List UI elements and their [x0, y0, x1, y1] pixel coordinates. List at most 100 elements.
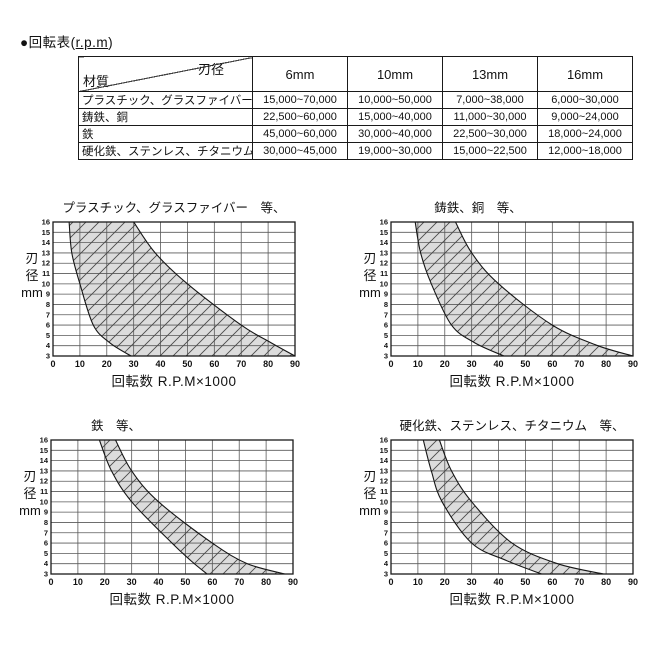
ylabel-line: 刃 — [363, 251, 377, 266]
x-tick-label: 50 — [520, 359, 530, 369]
plot-border — [50, 439, 294, 575]
x-tick-label: 80 — [601, 577, 611, 587]
x-tick-label: 30 — [127, 577, 137, 587]
x-axis-label: 回転数 R.P.M×1000 — [109, 592, 235, 607]
x-tick-label: 30 — [129, 359, 139, 369]
y-tick-label: 5 — [46, 331, 50, 340]
band-max-edge — [455, 222, 633, 356]
x-tick-label: 60 — [209, 359, 219, 369]
x-tick-label: 10 — [73, 577, 83, 587]
y-tick-label: 10 — [380, 279, 388, 288]
x-axis-label: 回転数 R.P.M×1000 — [449, 592, 575, 607]
x-tick-label: 90 — [628, 577, 638, 587]
page-title-suffix: ) — [108, 35, 114, 50]
y-tick-label: 9 — [384, 290, 388, 299]
x-tick-label: 90 — [290, 359, 300, 369]
rpm-range-cell: 22,500~30,000 — [442, 125, 538, 143]
y-tick-label: 4 — [384, 341, 389, 350]
rpm-range-cell: 9,000~24,000 — [537, 108, 633, 126]
ylabel-line: 径 — [25, 268, 39, 283]
y-tick-label: 16 — [40, 436, 48, 445]
y-tick-label: 16 — [42, 218, 50, 227]
y-tick-label: 14 — [42, 238, 51, 247]
y-tick-label: 15 — [380, 446, 388, 455]
y-axis-label: 刃 径 mm — [356, 250, 384, 301]
ylabel-line: 刃 — [363, 469, 377, 484]
speed-band-hatch — [414, 222, 633, 356]
y-tick-label: 9 — [384, 508, 388, 517]
y-tick-label: 6 — [384, 539, 388, 548]
chart-plastic-glassfiber: プラスチック、グラスファイバー 等、 刃 径 mm 3 4 5 6 7 8 9 10 11 12 1… — [8, 196, 328, 402]
x-tick-label: 70 — [236, 359, 246, 369]
rpm-range-cell: 12,000~18,000 — [537, 142, 633, 160]
rpm-range-cell: 11,000~30,000 — [442, 108, 538, 126]
material-cell: 鋳鉄、銅 — [78, 108, 253, 126]
y-axis-label: 刃 径 mm — [18, 250, 46, 301]
x-tick-label: 60 — [207, 577, 217, 587]
y-tick-label: 15 — [380, 228, 388, 237]
y-tick-label: 14 — [380, 238, 389, 247]
chart-castiron-copper: 鋳鉄、銅 等、 刃 径 mm 3 4 5 6 7 8 9 10 11 12 13 14 15 16 0 10 2… — [346, 196, 650, 402]
x-tick-label: 80 — [601, 359, 611, 369]
y-tick-label: 3 — [384, 352, 388, 361]
y-tick-label: 3 — [384, 570, 388, 579]
x-tick-label: 40 — [154, 577, 164, 587]
chart-title: プラスチック、グラスファイバー 等、 — [62, 201, 286, 215]
x-tick-label: 30 — [467, 577, 477, 587]
y-tick-label: 12 — [40, 477, 48, 486]
y-tick-label: 11 — [380, 487, 388, 496]
y-tick-label: 7 — [46, 310, 50, 319]
x-tick-label: 0 — [388, 577, 393, 587]
rpm-range-cell: 45,000~60,000 — [252, 125, 348, 143]
x-tick-label: 80 — [263, 359, 273, 369]
chart-iron: 鉄 等、 刃 径 mm 3 4 5 6 7 8 9 10 11 12 13 14 15 16 0 10 20 30… — [6, 414, 326, 620]
x-tick-label: 20 — [102, 359, 112, 369]
rpm-range-cell: 30,000~45,000 — [252, 142, 348, 160]
band-max-edge — [438, 440, 604, 574]
speed-band-hatch — [422, 440, 604, 574]
page-title: ●回転表(r.p.m) — [20, 31, 113, 51]
y-tick-label: 6 — [384, 321, 388, 330]
corner-label-material: 材質 — [83, 74, 110, 89]
y-tick-label: 3 — [44, 570, 48, 579]
band-min-edge — [68, 222, 132, 356]
corner-label-blade-diameter: 刃径 — [197, 62, 224, 77]
x-tick-label: 50 — [520, 577, 530, 587]
y-tick-label: 5 — [384, 549, 388, 558]
ylabel-line: 径 — [363, 268, 377, 283]
x-tick-label: 0 — [50, 359, 55, 369]
y-tick-label: 7 — [384, 528, 388, 537]
y-tick-label: 15 — [40, 446, 48, 455]
y-tick-label: 13 — [40, 466, 48, 475]
y-tick-label: 4 — [384, 559, 389, 568]
y-tick-label: 7 — [384, 310, 388, 319]
rpm-range-cell: 6,000~30,000 — [537, 91, 633, 109]
x-tick-label: 0 — [48, 577, 53, 587]
x-tick-label: 50 — [180, 577, 190, 587]
x-tick-label: 60 — [547, 577, 557, 587]
rpm-range-cell: 19,000~30,000 — [347, 142, 443, 160]
chart-title: 鋳鉄、銅 等、 — [434, 201, 522, 215]
y-tick-label: 4 — [46, 341, 51, 350]
page-title-prefix: ●回転表( — [20, 35, 76, 50]
rpm-table: 刃径 材質 6mm 10mm 13mm 16mm プラスチック、グラスファイバー… — [78, 56, 633, 160]
y-tick-label: 10 — [40, 497, 48, 506]
x-axis-label: 回転数 R.P.M×1000 — [111, 374, 237, 389]
table-row: 鋳鉄、銅 22,500~60,000 15,000~40,000 11,000~30,… — [78, 108, 633, 126]
y-tick-label: 15 — [42, 228, 50, 237]
x-tick-label: 60 — [547, 359, 557, 369]
ylabel-line: mm — [19, 503, 41, 518]
y-tick-label: 8 — [384, 300, 388, 309]
y-tick-label: 13 — [380, 466, 388, 475]
rpm-range-cell: 7,000~38,000 — [442, 91, 538, 109]
y-tick-label: 8 — [384, 518, 388, 527]
speed-band-hatch — [98, 440, 286, 574]
x-tick-label: 80 — [261, 577, 271, 587]
rpm-range-cell: 15,000~22,500 — [442, 142, 538, 160]
ylabel-line: 径 — [23, 486, 37, 501]
y-tick-label: 10 — [380, 497, 388, 506]
y-tick-label: 14 — [40, 456, 49, 465]
ylabel-line: mm — [359, 285, 381, 300]
material-cell: 硬化鉄、ステンレス、チタニウム — [78, 142, 253, 160]
